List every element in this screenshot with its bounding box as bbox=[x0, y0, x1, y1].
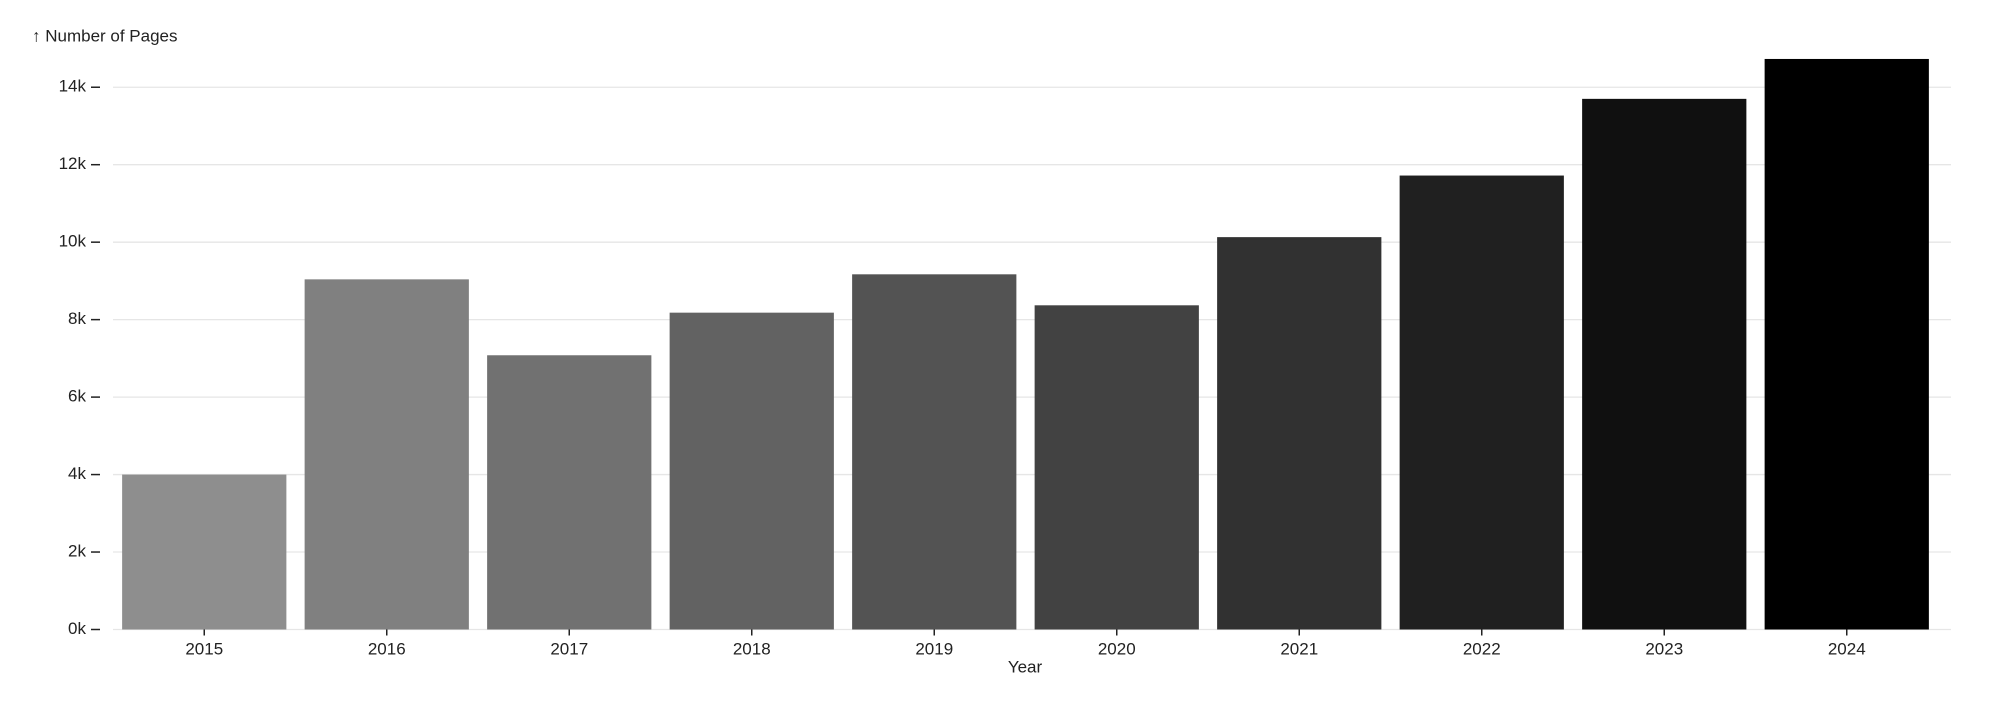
y-axis-title: ↑ Number of Pages bbox=[32, 26, 178, 45]
y-tick-label: 4k bbox=[68, 464, 86, 483]
bar bbox=[1582, 98, 1747, 630]
bar bbox=[1217, 237, 1382, 630]
x-tick-label: 2021 bbox=[1280, 639, 1318, 658]
bar bbox=[1034, 305, 1199, 630]
bar bbox=[852, 274, 1017, 630]
bar bbox=[487, 355, 652, 630]
y-tick-label: 8k bbox=[68, 309, 86, 328]
bar bbox=[1399, 175, 1564, 630]
y-tick-label: 12k bbox=[59, 154, 87, 173]
y-tick-label: 10k bbox=[59, 232, 87, 251]
x-tick-label: 2024 bbox=[1828, 639, 1866, 658]
y-tick-label: 14k bbox=[59, 77, 87, 96]
x-tick-label: 2015 bbox=[185, 639, 223, 658]
bar bbox=[304, 279, 469, 630]
x-tick-label: 2023 bbox=[1645, 639, 1683, 658]
y-tick-label: 6k bbox=[68, 387, 86, 406]
x-tick-label: 2020 bbox=[1098, 639, 1136, 658]
x-tick-label: 2022 bbox=[1463, 639, 1501, 658]
y-tick-label: 2k bbox=[68, 542, 86, 561]
bar bbox=[669, 312, 834, 630]
y-tick-label: 0k bbox=[68, 619, 86, 638]
x-tick-label: 2016 bbox=[368, 639, 406, 658]
bar bbox=[1764, 58, 1929, 630]
x-tick-label: 2018 bbox=[733, 639, 771, 658]
x-tick-label: 2019 bbox=[915, 639, 953, 658]
x-axis-title: Year bbox=[1008, 657, 1043, 676]
x-tick-label: 2017 bbox=[550, 639, 588, 658]
bar bbox=[122, 474, 287, 630]
